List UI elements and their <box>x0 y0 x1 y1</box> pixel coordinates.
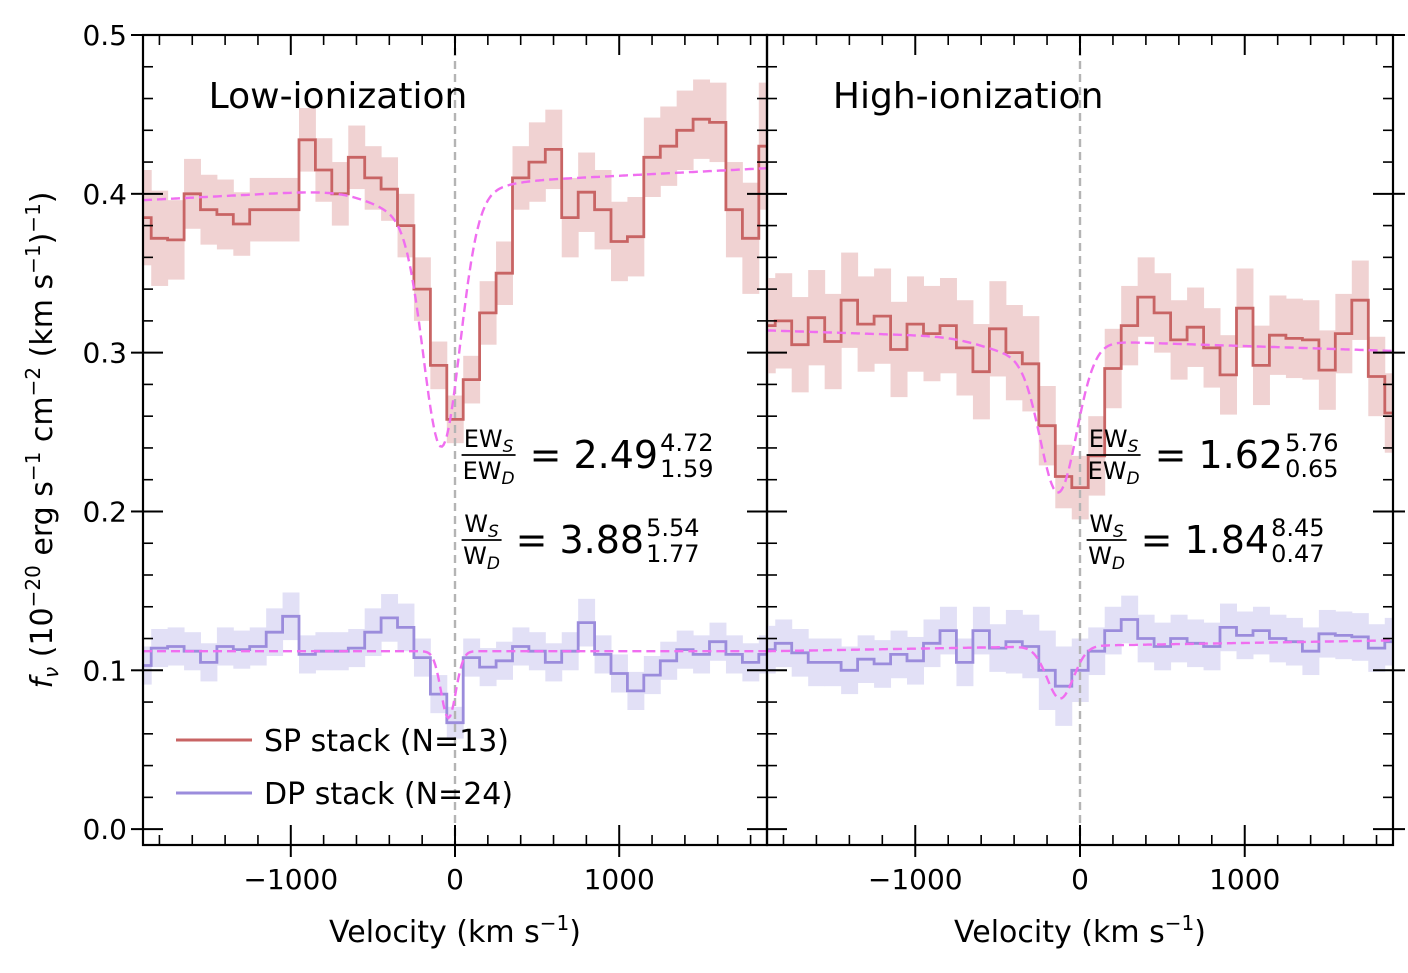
x-tick-label: −1000 <box>868 863 963 896</box>
fraction-denominator-sub: D <box>1126 469 1139 489</box>
fraction-numerator: WS <box>1089 510 1124 542</box>
fraction-numerator-sub: S <box>1128 437 1139 457</box>
fit-curve-1 <box>767 639 1393 700</box>
fraction-denominator-sub: D <box>487 554 500 574</box>
y-axis-label: fν (10−20 erg s−1 cm−2 (km s−1)−1) <box>21 191 63 688</box>
fraction-denominator-sub: D <box>501 469 514 489</box>
panel-title: Low-ionization <box>209 76 468 117</box>
stack-step-line-0 <box>143 117 767 421</box>
ratio-lower: 0.47 <box>1271 540 1324 568</box>
stack-step-line-1 <box>143 614 767 725</box>
x-ticks: −1000 0 1000 <box>158 35 752 896</box>
y-tick-label: 0.3 <box>82 337 127 370</box>
y-tick-label: 0.5 <box>82 19 127 52</box>
legend-label: SP stack (N=13) <box>264 724 509 759</box>
x-tick-label: 1000 <box>1209 863 1280 896</box>
x-ticks: −1000 0 1000 <box>782 35 1378 896</box>
ratio-lower: 1.77 <box>646 540 699 568</box>
fraction-numerator-sub: S <box>1113 522 1124 542</box>
ratio-lower: 1.59 <box>660 455 713 483</box>
fraction-denominator: EWD <box>463 457 515 489</box>
plot-area <box>143 35 767 845</box>
legend: SP stack (N=13) DP stack (N=24) <box>176 724 513 812</box>
ratio-upper: 4.72 <box>660 429 713 457</box>
fit-curve-0 <box>767 329 1393 494</box>
stack-step-line-0 <box>767 295 1393 489</box>
x-tick-label: 0 <box>1071 863 1089 896</box>
fraction-numerator: EWS <box>1089 425 1139 457</box>
panel-low-ionization: 0.0 0.1 0.2 0.3 0.4 0.5 −1000 0 1000 Low-ionizati… <box>82 19 769 896</box>
y-tick-label: 0.2 <box>82 495 127 528</box>
y-ticks <box>767 34 1405 831</box>
fraction-denominator: WD <box>1088 542 1125 574</box>
x-tick-label: −1000 <box>243 863 338 896</box>
ratio-value: = 2.49 <box>530 433 659 477</box>
ratio-value: = 3.88 <box>516 518 645 562</box>
ratio-upper: 5.54 <box>646 514 699 542</box>
axis-labels: fν (10−20 erg s−1 cm−2 (km s−1)−1) Veloc… <box>21 191 1206 950</box>
y-tick-label: 0.4 <box>82 178 127 211</box>
y-tick-label: 0.1 <box>82 654 127 687</box>
fraction-denominator: EWD <box>1088 457 1140 489</box>
y-ticks: 0.0 0.1 0.2 0.3 0.4 0.5 <box>82 19 767 846</box>
legend-label: DP stack (N=24) <box>264 777 513 812</box>
ratio-upper: 8.45 <box>1271 514 1324 542</box>
plot-area <box>767 35 1393 845</box>
panel-title: High-ionization <box>833 76 1104 117</box>
x-axis-label-left: Velocity (km s−1) <box>329 911 581 950</box>
ratio-value: = 1.84 <box>1141 518 1270 562</box>
x-tick-label: 1000 <box>584 863 655 896</box>
ratio-value: = 1.62 <box>1155 433 1284 477</box>
fraction-numerator-sub: S <box>488 522 499 542</box>
fit-curve-0 <box>143 167 767 448</box>
ratio-lower: 0.65 <box>1285 455 1338 483</box>
fraction-numerator: WS <box>464 510 499 542</box>
fraction-denominator: WD <box>463 542 500 574</box>
ratio-upper: 5.76 <box>1285 429 1338 457</box>
fraction-denominator-sub: D <box>1112 554 1125 574</box>
x-axis-label-right: Velocity (km s−1) <box>954 911 1206 950</box>
fit-curve-1 <box>143 650 767 720</box>
fraction-numerator-sub: S <box>503 437 514 457</box>
x-tick-label: 0 <box>446 863 464 896</box>
y-tick-label: 0.0 <box>82 813 127 846</box>
fraction-numerator: EWS <box>464 425 514 457</box>
